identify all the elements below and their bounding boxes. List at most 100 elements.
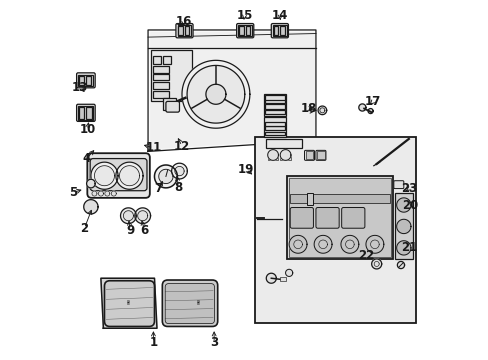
Text: 15: 15 xyxy=(236,9,252,22)
Bar xyxy=(238,25,251,36)
Polygon shape xyxy=(135,208,150,224)
Polygon shape xyxy=(267,150,278,160)
Polygon shape xyxy=(98,191,103,196)
Bar xyxy=(153,91,169,98)
Bar xyxy=(86,107,92,119)
FancyBboxPatch shape xyxy=(165,284,214,324)
Polygon shape xyxy=(367,109,372,113)
Polygon shape xyxy=(83,200,98,214)
FancyBboxPatch shape xyxy=(271,23,288,38)
Bar xyxy=(280,26,285,35)
Bar xyxy=(153,56,161,64)
Polygon shape xyxy=(373,261,378,266)
Bar xyxy=(272,25,286,36)
Polygon shape xyxy=(365,235,383,253)
Bar xyxy=(153,82,169,89)
FancyBboxPatch shape xyxy=(315,207,339,228)
Text: 8: 8 xyxy=(174,181,182,194)
Polygon shape xyxy=(288,235,306,253)
Polygon shape xyxy=(175,166,184,176)
Bar xyxy=(287,176,392,258)
Polygon shape xyxy=(319,108,324,113)
Text: 5: 5 xyxy=(69,186,77,199)
Polygon shape xyxy=(119,166,139,186)
Text: 19: 19 xyxy=(238,163,254,176)
Bar xyxy=(79,76,84,85)
Text: 17: 17 xyxy=(364,95,381,108)
Text: 22: 22 xyxy=(357,248,373,261)
Polygon shape xyxy=(313,235,331,253)
Text: 7: 7 xyxy=(154,183,163,195)
Bar xyxy=(184,26,189,35)
Polygon shape xyxy=(111,191,116,196)
Bar xyxy=(280,155,290,160)
Bar xyxy=(264,117,285,137)
Text: 18: 18 xyxy=(300,102,316,115)
Polygon shape xyxy=(91,162,118,189)
Polygon shape xyxy=(159,169,173,184)
Polygon shape xyxy=(396,241,410,255)
Polygon shape xyxy=(148,30,315,152)
Text: 13: 13 xyxy=(72,81,88,94)
Bar xyxy=(255,137,415,323)
Bar xyxy=(178,26,183,35)
Text: 21: 21 xyxy=(400,241,416,255)
Polygon shape xyxy=(317,106,326,114)
FancyBboxPatch shape xyxy=(315,150,325,160)
Bar xyxy=(264,95,284,100)
Bar xyxy=(177,25,191,36)
Polygon shape xyxy=(285,269,292,276)
Bar xyxy=(151,50,192,102)
Bar xyxy=(153,73,169,80)
Bar xyxy=(239,26,244,35)
FancyBboxPatch shape xyxy=(162,280,217,327)
Text: 12: 12 xyxy=(174,140,190,153)
FancyBboxPatch shape xyxy=(90,158,147,191)
Bar xyxy=(78,106,93,120)
Polygon shape xyxy=(397,261,404,269)
Polygon shape xyxy=(94,166,114,186)
Polygon shape xyxy=(116,162,143,189)
Bar xyxy=(394,193,412,258)
Polygon shape xyxy=(86,179,95,188)
FancyBboxPatch shape xyxy=(165,102,179,112)
Bar xyxy=(264,126,284,130)
FancyBboxPatch shape xyxy=(104,281,154,327)
Bar xyxy=(79,107,84,119)
FancyBboxPatch shape xyxy=(176,23,193,38)
Polygon shape xyxy=(182,60,249,128)
Bar xyxy=(153,66,169,73)
Polygon shape xyxy=(205,84,225,104)
Polygon shape xyxy=(293,240,302,249)
Text: 20: 20 xyxy=(402,198,418,212)
Polygon shape xyxy=(187,66,244,123)
Bar xyxy=(264,94,285,116)
Polygon shape xyxy=(101,278,157,328)
Text: 14: 14 xyxy=(271,9,288,22)
FancyBboxPatch shape xyxy=(290,207,313,228)
Text: 11: 11 xyxy=(145,141,161,154)
Polygon shape xyxy=(266,273,276,283)
Bar xyxy=(264,132,284,135)
Text: 6: 6 xyxy=(140,224,148,237)
Text: łł: łł xyxy=(126,300,130,306)
Bar xyxy=(290,194,389,203)
Bar xyxy=(264,99,284,103)
Text: łł: łł xyxy=(196,300,200,306)
Bar xyxy=(78,75,93,86)
Bar xyxy=(264,104,284,109)
Bar xyxy=(267,155,278,160)
Bar xyxy=(163,98,176,111)
FancyBboxPatch shape xyxy=(304,150,314,160)
FancyBboxPatch shape xyxy=(341,207,364,228)
Bar xyxy=(86,76,91,85)
Polygon shape xyxy=(358,104,365,111)
Polygon shape xyxy=(371,259,381,269)
Polygon shape xyxy=(318,240,326,249)
Bar xyxy=(306,193,313,205)
Text: 1: 1 xyxy=(149,336,157,349)
Text: 3: 3 xyxy=(210,336,218,349)
Bar xyxy=(264,122,284,126)
Polygon shape xyxy=(396,198,410,212)
Bar xyxy=(279,277,285,281)
